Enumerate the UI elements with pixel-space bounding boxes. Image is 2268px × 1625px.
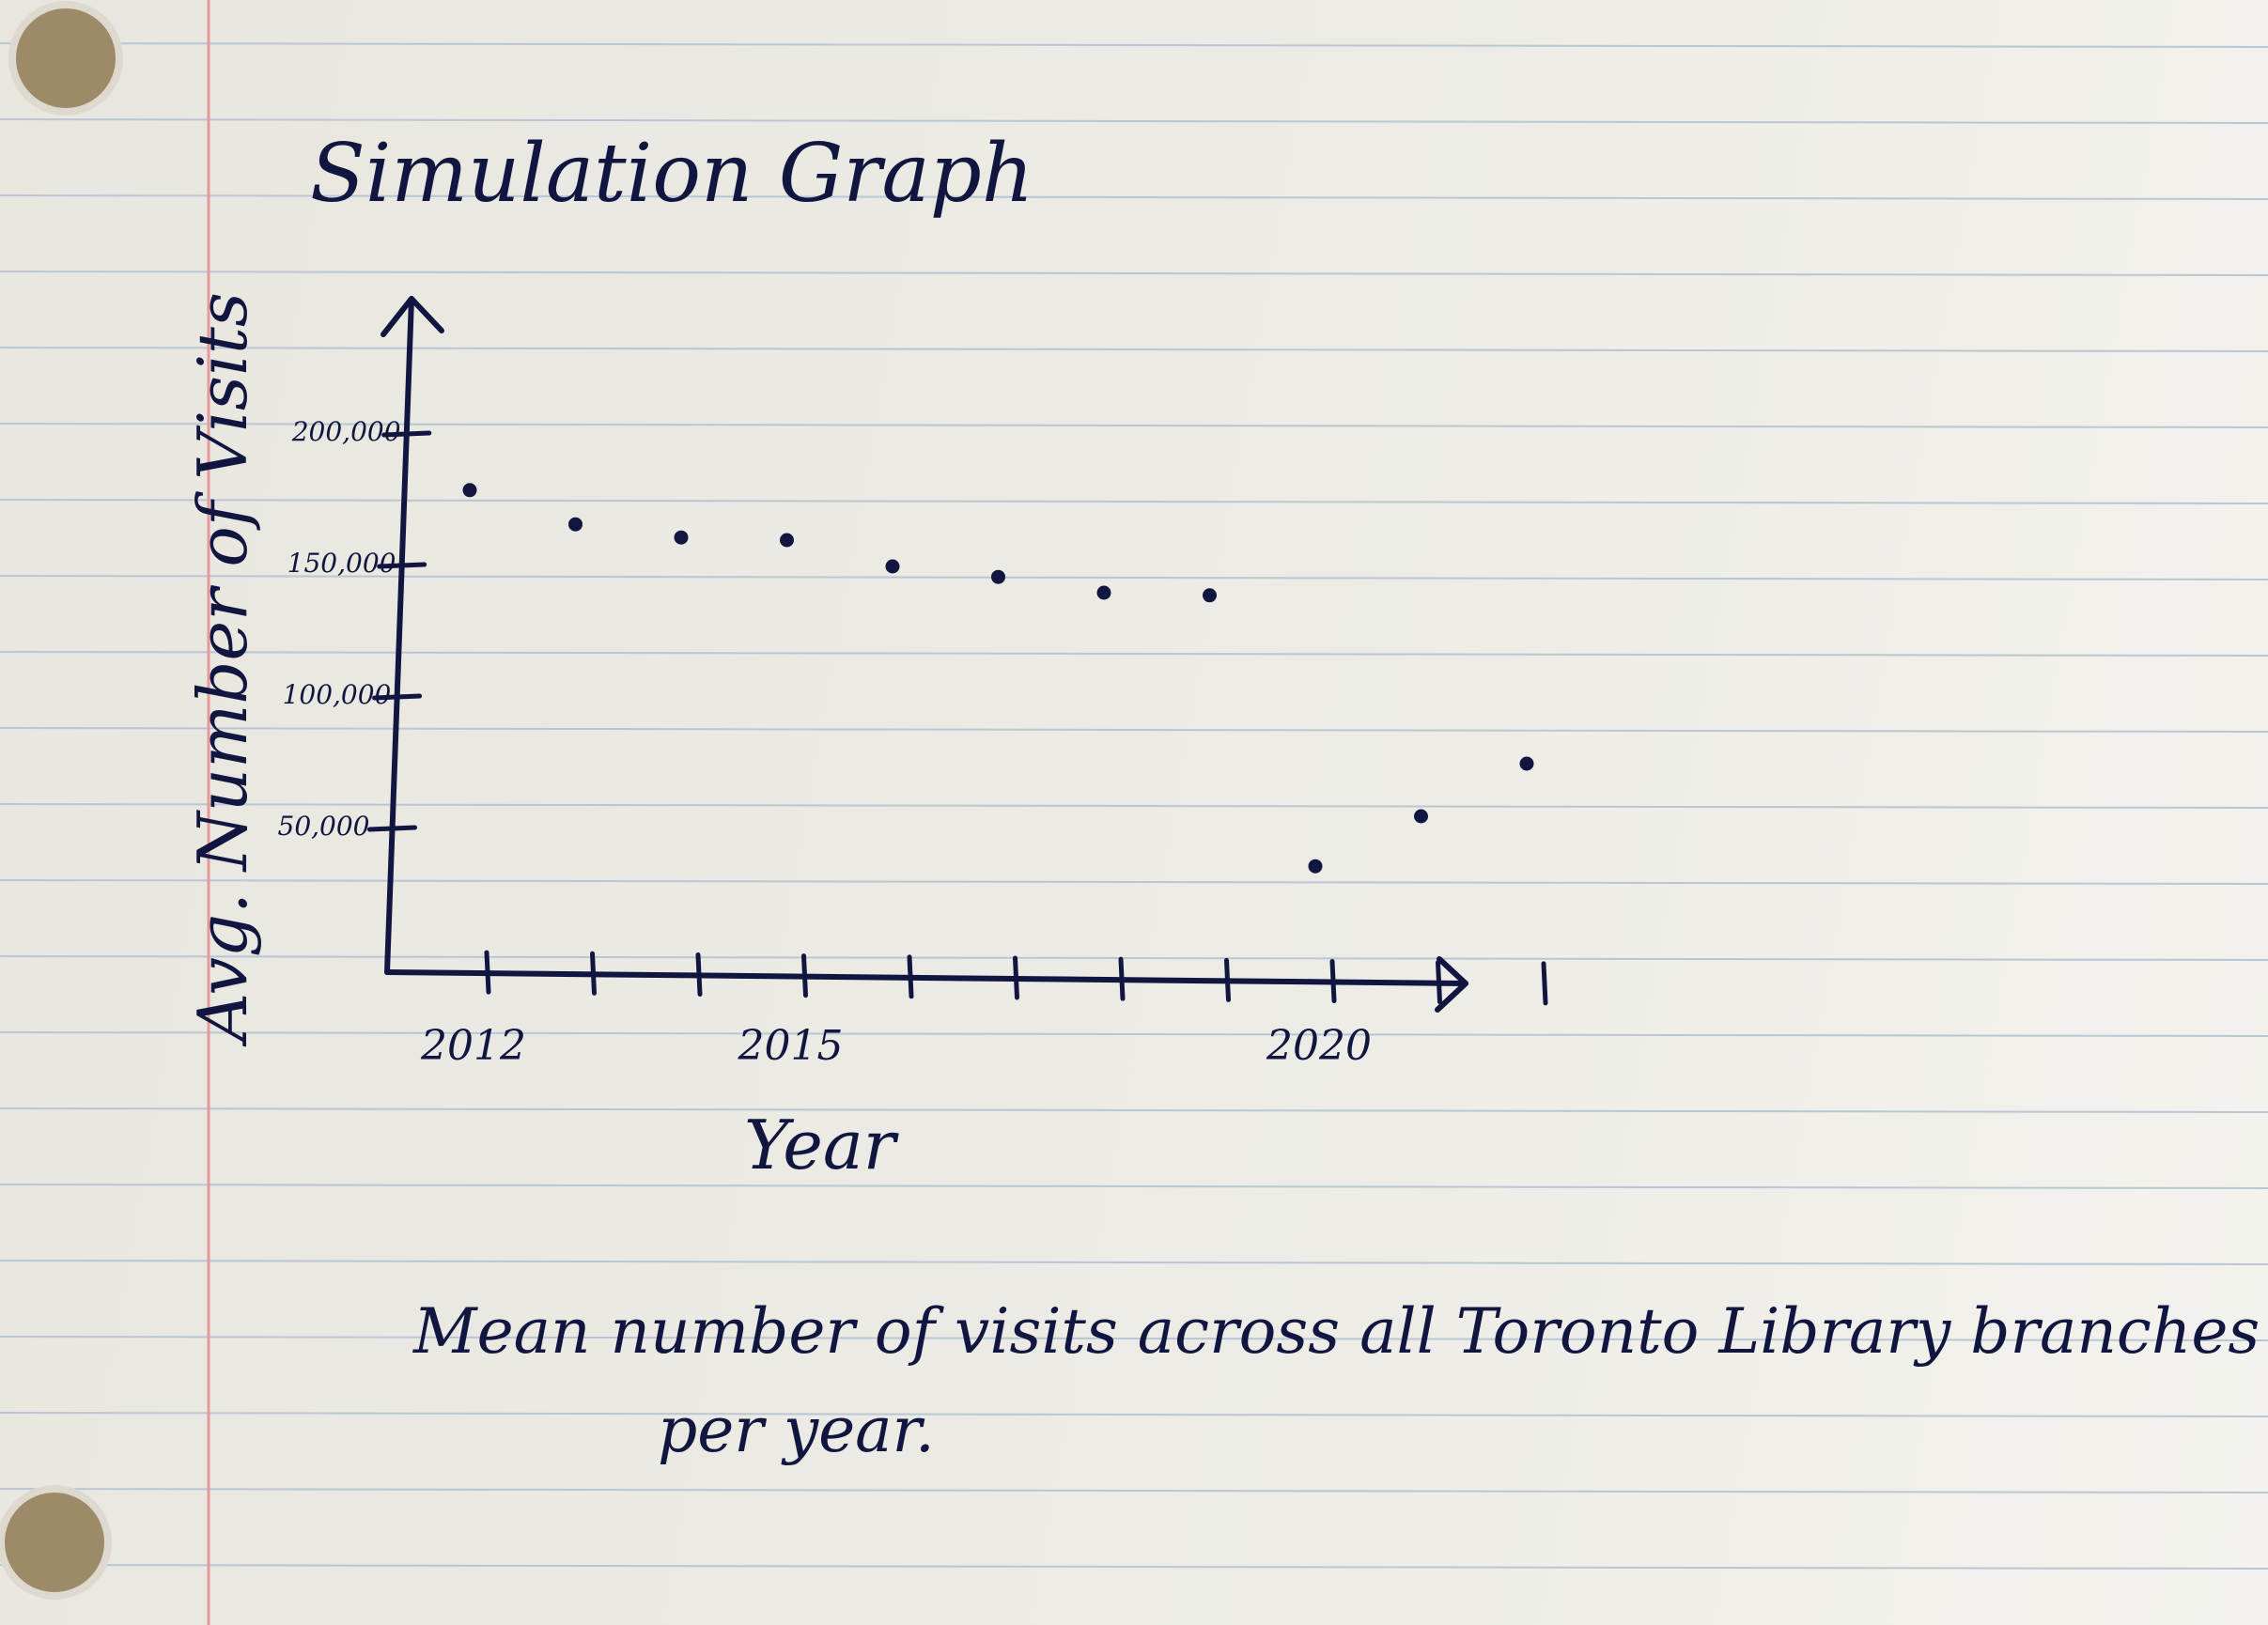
y-tick [381,430,432,438]
x-tick [907,954,914,999]
x-tick [801,953,808,998]
x-axis-label: Year [744,1106,899,1184]
y-tick-label: 50,000 [278,811,370,842]
data-point [568,517,583,532]
y-axis-line [384,296,414,975]
rule-line [0,575,2268,580]
rule-line [0,194,2268,200]
chart-title: Simulation Graph [310,127,1033,221]
binder-hole-top [8,1,123,116]
x-tick [1013,955,1019,1000]
data-point [991,569,1005,584]
data-point [1096,585,1111,600]
rule-line [0,1184,2268,1189]
x-tick [695,952,703,997]
data-point [1414,809,1428,824]
data-point [1203,588,1217,603]
y-tick-label: 100,000 [283,679,392,710]
rule-line [0,42,2268,48]
rule-line [0,1107,2268,1113]
rule-line [0,879,2268,885]
data-point [780,533,794,548]
y-tick-labels: 50,000 100,000 150,000 200,000 [278,416,401,842]
tick-marks [367,430,1548,1006]
caption-line-2: per year. [658,1394,935,1466]
rule-line [0,499,2268,504]
rule-line [0,1488,2268,1493]
x-tick [1329,959,1337,1004]
rule-line [0,727,2268,733]
x-tick [1541,961,1548,1006]
rule-line [0,1564,2268,1570]
y-tick-label: 200,000 [291,416,401,447]
x-tick-labels: 2012 2015 2020 [420,1022,1372,1070]
x-tick [484,950,491,995]
x-tick-label: 2012 [420,1022,526,1070]
rule-line [0,651,2268,657]
rule-line [0,1412,2268,1417]
rule-line [0,1031,2268,1037]
caption-line-1: Mean number of visits across all Toronto… [412,1295,2260,1368]
x-tick-label: 2015 [738,1022,844,1070]
rule-line [0,1336,2268,1341]
y-tick [377,562,427,569]
x-tick [1436,960,1442,1005]
rule-line [0,1260,2268,1265]
x-axis-line [384,969,1468,986]
binder-hole-bottom [0,1485,112,1600]
x-tick [590,951,597,996]
data-point [462,483,477,498]
x-tick [1118,956,1126,1001]
y-axis-arrow [381,296,444,337]
x-tick-label: 2020 [1266,1022,1372,1070]
rule-line [0,955,2268,961]
y-tick [372,693,423,701]
ruled-lines [0,42,2268,1570]
rule-line [0,118,2268,124]
rule-line [0,271,2268,276]
axes [381,296,1468,1013]
data-point [885,559,900,574]
y-axis-label: Avg. Number of Visits [183,292,262,1047]
data-point [1308,859,1323,874]
data-point [1519,756,1534,771]
rule-line [0,347,2268,352]
data-points [462,483,1534,874]
y-tick-label: 150,000 [287,548,396,579]
data-point [674,530,689,545]
rule-line [0,803,2268,809]
x-axis-arrow [1435,956,1468,1013]
y-tick [367,825,418,832]
x-tick [1224,957,1231,1002]
rule-line [0,423,2268,428]
